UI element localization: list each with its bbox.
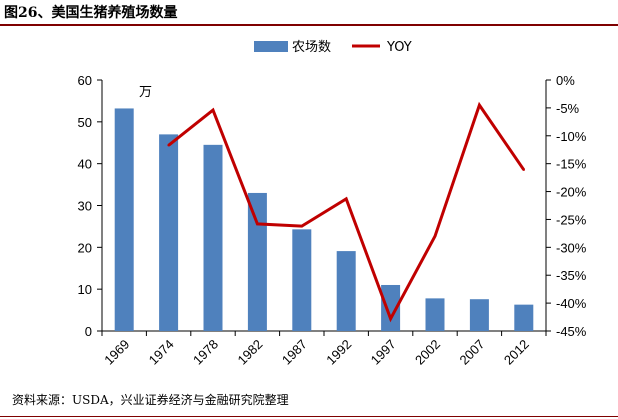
bar-2002 bbox=[425, 298, 445, 331]
plot-area: 0 10 20 30 40 50 60 0% -5% -10% -15% -20% -25% -30% -3… bbox=[78, 73, 587, 368]
yoy-point-1978 bbox=[211, 108, 215, 112]
legend-label-bar: 农场数 bbox=[292, 40, 331, 55]
x-tick-label: 1978 bbox=[190, 337, 221, 368]
right-tick-label: 0% bbox=[556, 73, 575, 88]
bar-1987 bbox=[292, 229, 312, 331]
x-tick-label: 2012 bbox=[501, 337, 532, 368]
x-tick-label: 1969 bbox=[101, 337, 132, 368]
right-tick-label: -25% bbox=[556, 212, 587, 227]
right-tick-label: -40% bbox=[556, 296, 587, 311]
left-tick-label: 60 bbox=[78, 73, 92, 88]
x-tick-label: 1982 bbox=[234, 337, 265, 368]
source-note: 资料来源：USDA，兴业证券经济与金融研究院整理 bbox=[12, 393, 289, 407]
left-tick-label: 50 bbox=[78, 115, 92, 130]
legend-swatch-bar bbox=[254, 41, 288, 52]
yoy-point-2002 bbox=[433, 234, 437, 238]
bar-1978 bbox=[203, 144, 223, 331]
yoy-point-2012 bbox=[522, 168, 525, 172]
legend: 农场数 YOY bbox=[254, 40, 412, 55]
yoy-point-1982 bbox=[256, 222, 259, 226]
left-tick-label: 30 bbox=[78, 199, 92, 214]
bar-1982 bbox=[247, 192, 267, 331]
x-tick-label: 1974 bbox=[146, 337, 177, 368]
left-tick-label: 10 bbox=[78, 282, 92, 297]
title-rule bbox=[0, 24, 618, 26]
figure-title: 图26、美国生猪养殖场数量 bbox=[4, 5, 178, 21]
bar-1969 bbox=[114, 108, 134, 332]
right-tick-label: -45% bbox=[556, 324, 587, 339]
source-rule bbox=[0, 416, 618, 417]
right-tick-label: -10% bbox=[556, 129, 587, 144]
right-tick-label: -5% bbox=[556, 101, 580, 116]
right-tick-label: -35% bbox=[556, 268, 587, 283]
yoy-point-2007 bbox=[478, 103, 481, 107]
left-tick-label: 40 bbox=[78, 157, 92, 172]
yoy-point-1992 bbox=[345, 197, 348, 201]
unit-label: 万 bbox=[139, 84, 152, 99]
bar-1974 bbox=[159, 134, 179, 331]
x-tick-label: 2007 bbox=[456, 337, 487, 368]
yoy-point-1987 bbox=[300, 224, 303, 228]
bar-1992 bbox=[336, 251, 356, 331]
bar-1997 bbox=[381, 284, 401, 331]
bar-2012 bbox=[514, 304, 534, 331]
bar-2007 bbox=[469, 299, 489, 331]
x-tick-label: 1992 bbox=[323, 337, 354, 368]
left-tick-label: 20 bbox=[78, 240, 92, 255]
yoy-point-1997 bbox=[389, 317, 392, 320]
right-tick-label: -30% bbox=[556, 240, 587, 255]
x-tick-label: 1997 bbox=[368, 337, 399, 368]
x-tick-label: 2002 bbox=[412, 337, 443, 368]
legend-label-line: YOY bbox=[386, 40, 412, 55]
right-tick-label: -15% bbox=[556, 157, 587, 172]
right-tick-label: -20% bbox=[556, 185, 587, 200]
yoy-point-1974 bbox=[167, 144, 170, 147]
x-tick-label: 1987 bbox=[279, 337, 310, 368]
left-tick-label: 0 bbox=[85, 324, 92, 339]
